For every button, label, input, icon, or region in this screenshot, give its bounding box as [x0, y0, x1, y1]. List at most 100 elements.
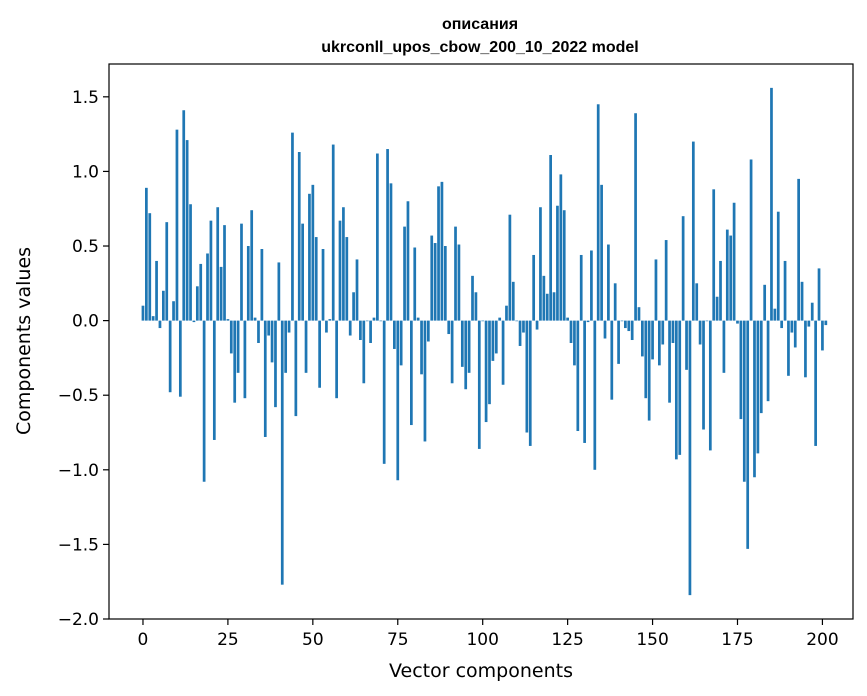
- bar: [539, 207, 542, 321]
- y-tick-label: 0.0: [72, 312, 99, 332]
- bar: [345, 237, 349, 321]
- bar: [729, 235, 733, 321]
- bar: [664, 240, 668, 321]
- bar: [294, 320, 298, 417]
- x-tick-label: 75: [387, 630, 409, 650]
- bar: [545, 293, 549, 321]
- bar: [386, 149, 389, 321]
- bar: [406, 201, 410, 321]
- bar: [253, 317, 257, 321]
- bar: [331, 144, 335, 321]
- bar: [498, 317, 502, 321]
- bar: [454, 226, 457, 321]
- bar: [644, 320, 648, 399]
- bar: [410, 320, 413, 426]
- bar: [297, 152, 301, 321]
- bar: [369, 320, 372, 343]
- bar: [267, 320, 271, 336]
- bar: [678, 320, 682, 455]
- x-axis-ticks: 0 25 50 75 100 125 150 175 200: [138, 619, 839, 650]
- bar: [457, 244, 461, 321]
- bar: [600, 184, 603, 321]
- bar: [698, 320, 702, 345]
- bar: [505, 305, 508, 321]
- bar: [484, 320, 488, 423]
- bar: [535, 320, 539, 330]
- bar: [719, 260, 722, 321]
- bar: [807, 320, 811, 327]
- bar: [250, 210, 254, 321]
- bar: [620, 320, 624, 322]
- bar: [607, 244, 610, 321]
- bar: [732, 202, 736, 321]
- y-tick-label: −0.5: [58, 386, 99, 406]
- bar: [702, 320, 705, 430]
- bar: [257, 320, 260, 343]
- bar: [389, 183, 393, 321]
- bar: [355, 259, 359, 321]
- bar: [212, 320, 216, 440]
- bar: [776, 211, 780, 321]
- bar: [624, 320, 627, 329]
- bar: [746, 320, 750, 549]
- bar: [348, 320, 352, 336]
- bar: [556, 205, 559, 321]
- bar: [440, 181, 444, 321]
- bar: [766, 320, 770, 402]
- bars-group: [141, 87, 828, 596]
- bar: [393, 320, 396, 349]
- bar: [552, 292, 556, 321]
- bar: [165, 222, 169, 321]
- bar: [477, 320, 481, 449]
- bar: [236, 320, 240, 373]
- plot-frame: [108, 63, 854, 620]
- bar: [382, 320, 386, 464]
- x-tick-label: 150: [636, 630, 668, 650]
- bar: [518, 320, 522, 346]
- x-tick-label: 100: [466, 630, 498, 650]
- bar: [715, 296, 719, 321]
- bar: [195, 286, 199, 321]
- bar: [304, 320, 308, 373]
- bar: [365, 320, 369, 322]
- bar: [284, 320, 288, 373]
- bar: [494, 320, 498, 354]
- bar: [773, 308, 777, 321]
- bar: [372, 317, 376, 321]
- bar: [641, 320, 644, 357]
- bar: [168, 320, 172, 393]
- bar: [787, 320, 790, 376]
- bar: [277, 262, 281, 321]
- y-axis-ticks: 1.5 1.0 0.5 0.0 −0.5 −1.0 −1.5 −2.0: [58, 88, 109, 630]
- y-axis-label: Components values: [13, 247, 35, 435]
- bar: [705, 320, 709, 322]
- bar: [756, 320, 760, 454]
- bar: [491, 320, 495, 361]
- bar: [202, 320, 206, 482]
- bar: [474, 292, 478, 321]
- bar: [630, 320, 634, 341]
- bar: [627, 320, 631, 332]
- bar: [396, 320, 400, 481]
- y-tick-label: 1.5: [72, 88, 99, 108]
- bar: [759, 320, 763, 414]
- bar: [804, 320, 807, 378]
- bar: [362, 320, 366, 384]
- bar: [148, 213, 152, 321]
- bar: [617, 320, 620, 364]
- bar: [450, 320, 454, 384]
- y-tick-label: −1.0: [58, 461, 99, 481]
- bar: [216, 207, 220, 321]
- bar: [590, 250, 593, 321]
- bar: [722, 320, 726, 373]
- bar: [447, 320, 451, 335]
- bar: [311, 184, 315, 321]
- bar: [223, 225, 226, 321]
- bar: [508, 214, 512, 321]
- bar: [688, 320, 692, 596]
- bar: [770, 87, 773, 321]
- bar: [783, 260, 787, 321]
- bar: [151, 316, 155, 321]
- bar: [708, 320, 712, 451]
